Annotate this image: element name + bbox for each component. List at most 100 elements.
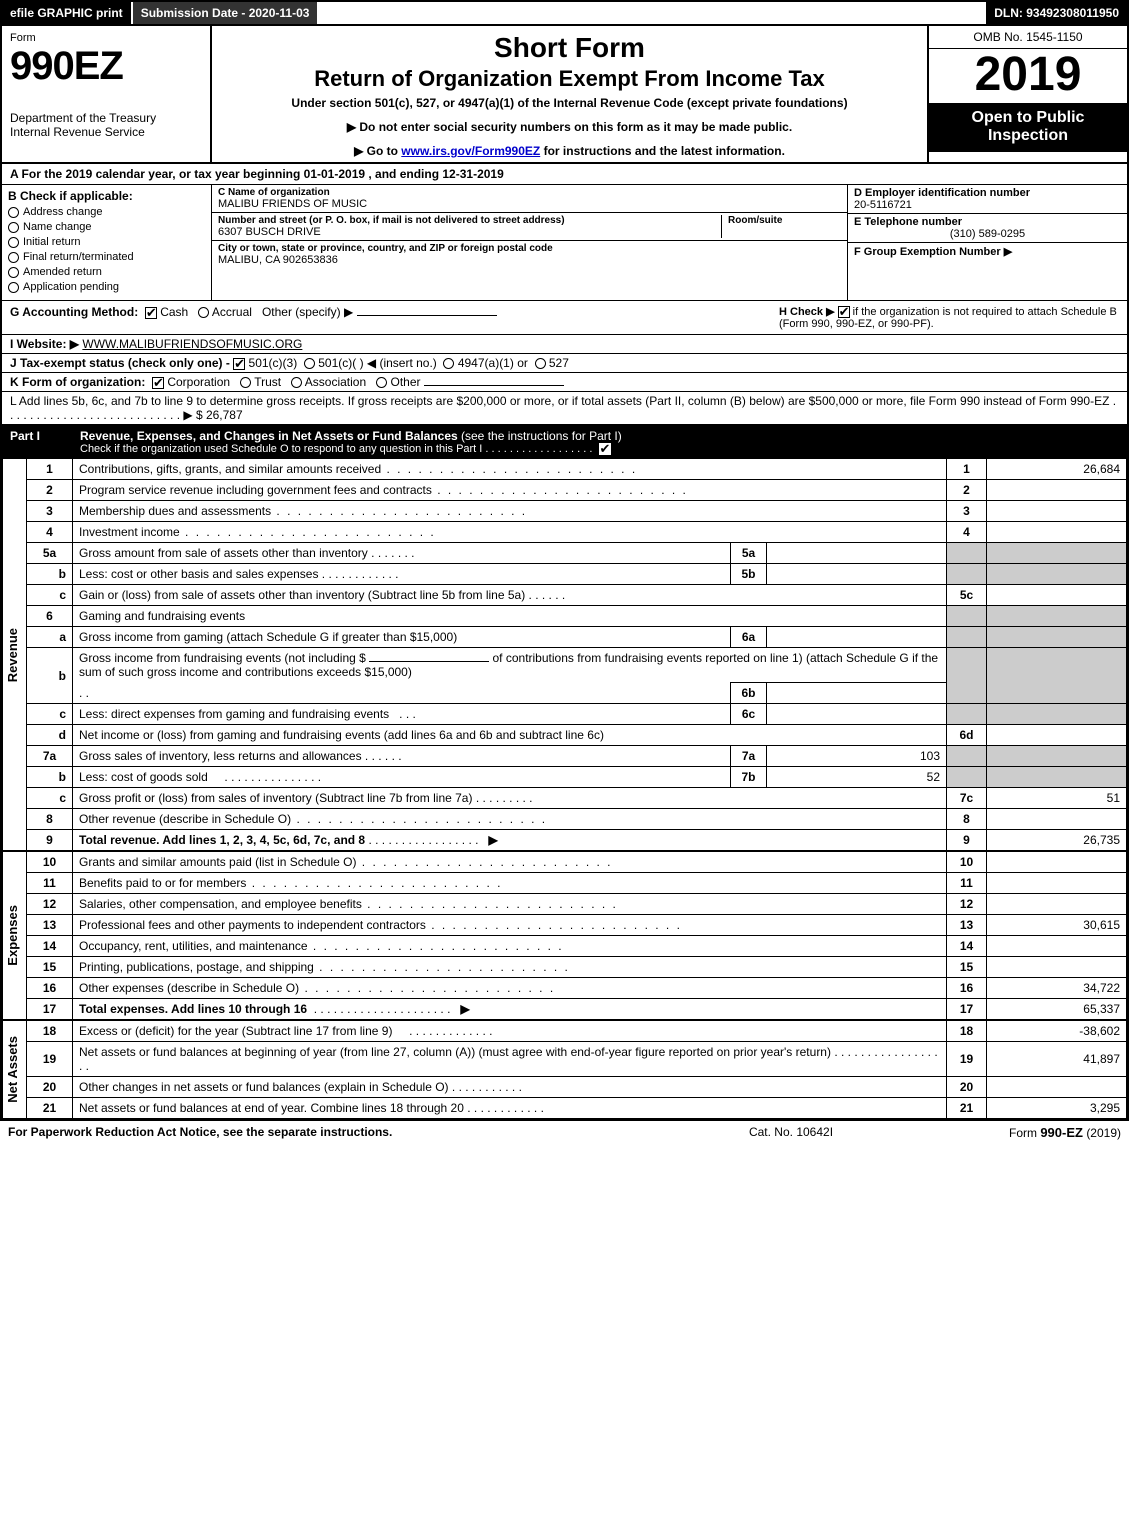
line-3-no: 3 (27, 501, 73, 522)
line-19-col: 19 (947, 1042, 987, 1077)
g-accounting-method: G Accounting Method: Cash Accrual Other … (10, 305, 779, 330)
line-6b-blank[interactable] (369, 661, 489, 662)
line-7a-no: 7a (27, 746, 73, 767)
checkbox-name-change[interactable] (8, 222, 19, 233)
revenue-side-label: Revenue (3, 624, 22, 686)
line-6a-valshade (987, 627, 1127, 648)
line-13-no: 13 (27, 915, 73, 936)
footer-form-post: (2019) (1086, 1126, 1121, 1140)
j-527: 527 (549, 356, 569, 370)
netassets-side-label: Net Assets (3, 1032, 22, 1107)
line-16-no: 16 (27, 978, 73, 999)
line-1-desc: Contributions, gifts, grants, and simila… (79, 462, 381, 476)
c-name-label: C Name of organization (218, 187, 841, 198)
line-17-val: 65,337 (987, 999, 1127, 1021)
section-d-e-f: D Employer identification number 20-5116… (847, 185, 1127, 300)
line-18-no: 18 (27, 1020, 73, 1042)
form-subtitle: Under section 501(c), 527, or 4947(a)(1)… (222, 96, 917, 110)
submission-date: Submission Date - 2020-11-03 (131, 2, 320, 24)
line-5a-desc: Gross amount from sale of assets other t… (79, 546, 368, 560)
efile-print-button[interactable]: efile GRAPHIC print (2, 2, 131, 24)
line-5b-valshade (987, 564, 1127, 585)
checkbox-corporation[interactable] (152, 377, 164, 389)
k-other-input[interactable] (424, 385, 564, 386)
top-bar: efile GRAPHIC print Submission Date - 20… (2, 2, 1127, 26)
line-18-val: -38,602 (987, 1020, 1127, 1042)
open-to-public: Open to Public Inspection (929, 103, 1127, 152)
form-title-long: Return of Organization Exempt From Incom… (222, 66, 917, 92)
dln-label: DLN: 93492308011950 (986, 2, 1127, 24)
checkbox-4947[interactable] (443, 358, 454, 369)
line-6d-col: 6d (947, 725, 987, 746)
line-8-desc: Other revenue (describe in Schedule O) (79, 812, 291, 826)
line-17-col: 17 (947, 999, 987, 1021)
b-title: B Check if applicable: (8, 189, 205, 203)
instructions-link[interactable]: www.irs.gov/Form990EZ (401, 144, 540, 158)
g-other-input[interactable] (357, 315, 497, 316)
checkbox-association[interactable] (291, 377, 302, 388)
omb-number: OMB No. 1545-1150 (929, 26, 1127, 49)
checkbox-527[interactable] (535, 358, 546, 369)
checkbox-address-change[interactable] (8, 207, 19, 218)
line-20-col: 20 (947, 1077, 987, 1098)
part-i-header: Part I Revenue, Expenses, and Changes in… (2, 425, 1127, 459)
line-13-desc: Professional fees and other payments to … (79, 918, 426, 932)
line-1-val: 26,684 (987, 459, 1127, 480)
checkbox-schedule-b-not-required[interactable] (838, 306, 850, 318)
line-6b-desc-pre: Gross income from fundraising events (no… (79, 651, 366, 665)
line-6a-desc: Gross income from gaming (attach Schedul… (79, 630, 457, 644)
checkbox-application-pending[interactable] (8, 282, 19, 293)
line-7a-colshade (947, 746, 987, 767)
line-18-col: 18 (947, 1020, 987, 1042)
line-12-col: 12 (947, 894, 987, 915)
checkbox-initial-return[interactable] (8, 237, 19, 248)
line-20-no: 20 (27, 1077, 73, 1098)
checkbox-501c[interactable] (304, 358, 315, 369)
line-7a-desc: Gross sales of inventory, less returns a… (79, 749, 362, 763)
l-text: L Add lines 5b, 6c, and 7b to line 9 to … (10, 394, 1116, 422)
checkbox-501c3[interactable] (233, 358, 245, 370)
goto-line: ▶ Go to www.irs.gov/Form990EZ for instru… (222, 144, 917, 158)
line-6b-valshade (987, 648, 1127, 683)
line-20-val (987, 1077, 1127, 1098)
section-c-name-address: C Name of organization MALIBU FRIENDS OF… (212, 185, 847, 300)
checkbox-cash[interactable] (145, 307, 157, 319)
line-10-desc: Grants and similar amounts paid (list in… (79, 855, 356, 869)
line-5c-desc: Gain or (loss) from sale of assets other… (79, 588, 525, 602)
line-16-val: 34,722 (987, 978, 1127, 999)
line-4-val (987, 522, 1127, 543)
line-13-val: 30,615 (987, 915, 1127, 936)
checkbox-amended-return[interactable] (8, 267, 19, 278)
line-17-desc: Total expenses. Add lines 10 through 16 (79, 1002, 307, 1016)
checkbox-other-org[interactable] (376, 377, 387, 388)
h-schedule-b: H Check ▶ if the organization is not req… (779, 305, 1119, 330)
line-5b-box: 5b (731, 564, 767, 585)
line-19-val: 41,897 (987, 1042, 1127, 1077)
h-label: H Check ▶ (779, 306, 835, 318)
line-7a-box: 7a (731, 746, 767, 767)
line-2-no: 2 (27, 480, 73, 501)
line-5a-colshade (947, 543, 987, 564)
i-label: I Website: ▶ (10, 337, 79, 351)
line-6c-valshade (987, 704, 1127, 725)
checkbox-final-return[interactable] (8, 252, 19, 263)
line-6d-desc: Net income or (loss) from gaming and fun… (79, 728, 604, 742)
line-6a-boxval (767, 627, 947, 648)
b-item-4: Amended return (23, 266, 102, 278)
website-value[interactable]: WWW.MALIBUFRIENDSOFMUSIC.ORG (82, 337, 302, 351)
line-7c-desc: Gross profit or (loss) from sales of inv… (79, 791, 472, 805)
part-i-title: Revenue, Expenses, and Changes in Net As… (80, 429, 458, 443)
g-label: G Accounting Method: (10, 305, 138, 319)
line-5b-colshade (947, 564, 987, 585)
checkbox-accrual[interactable] (198, 307, 209, 318)
checkbox-trust[interactable] (240, 377, 251, 388)
line-6-colshade (947, 606, 987, 627)
line-21-desc: Net assets or fund balances at end of ye… (79, 1101, 464, 1115)
line-18-desc: Excess or (deficit) for the year (Subtra… (79, 1024, 392, 1038)
line-10-col: 10 (947, 851, 987, 873)
title-row: Form 990EZ Department of the Treasury In… (2, 26, 1127, 164)
b-item-0: Address change (23, 206, 103, 218)
line-6-no: 6 (27, 606, 73, 627)
line-1-no: 1 (27, 459, 73, 480)
checkbox-schedule-o[interactable] (599, 443, 611, 455)
